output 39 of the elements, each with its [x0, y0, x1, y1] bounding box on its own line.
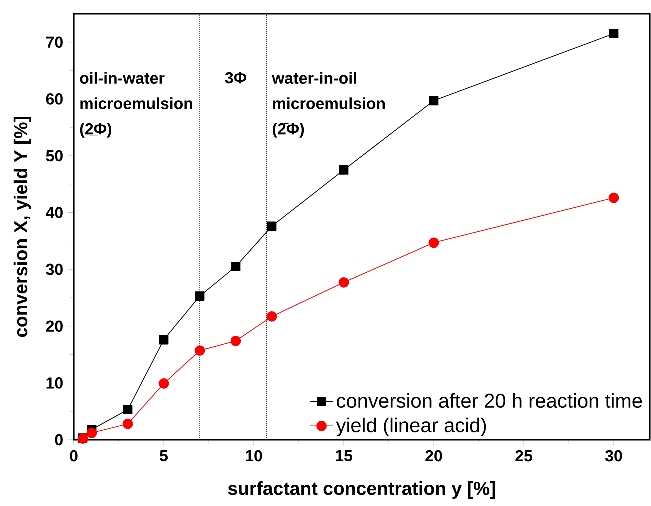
point [158, 378, 170, 389]
x-tick-label: 20 [426, 450, 442, 462]
y-tick-label: 30 [46, 264, 63, 276]
point [123, 405, 133, 415]
y-tick-label: 60 [46, 94, 63, 105]
point [86, 428, 98, 438]
point [267, 222, 277, 232]
y-tick-label: 50 [46, 150, 63, 162]
x-tick-label: 15 [336, 450, 352, 462]
point [159, 335, 169, 345]
point [231, 262, 241, 272]
point [194, 346, 206, 356]
annotation: oil-in-water microemulsion (2̲Φ) [80, 72, 192, 138]
x-tick-label: 25 [516, 450, 532, 462]
y-tick-label: 70 [46, 36, 63, 48]
annotation: 3Φ [225, 72, 246, 84]
point [609, 29, 619, 39]
x-tick-label: 10 [246, 450, 262, 462]
point [429, 96, 439, 106]
y-tick-label: 0 [55, 434, 63, 446]
x-tick-label: 0 [70, 450, 78, 462]
point [266, 312, 278, 322]
legend-label: yield (linear acid) [336, 418, 486, 437]
x-tick-label: 30 [605, 450, 622, 462]
x-axis-title: surfactant concentration y [%] [228, 482, 496, 499]
x-tick-label: 5 [160, 450, 168, 462]
annotation: water-in-oil microemulsion (2̄Φ) [272, 72, 386, 138]
y-axis-title: conversion X, yield Y [%] [14, 117, 32, 338]
point [195, 292, 205, 301]
point [428, 238, 440, 248]
point [230, 336, 242, 346]
legend-label: conversion after 20 h reaction time [337, 393, 642, 408]
point [338, 277, 350, 288]
point [608, 192, 620, 204]
point [339, 166, 349, 175]
y-tick-label: 40 [46, 207, 63, 218]
point [122, 418, 134, 430]
y-tick-label: 20 [46, 320, 63, 332]
y-tick-label: 10 [46, 378, 63, 389]
